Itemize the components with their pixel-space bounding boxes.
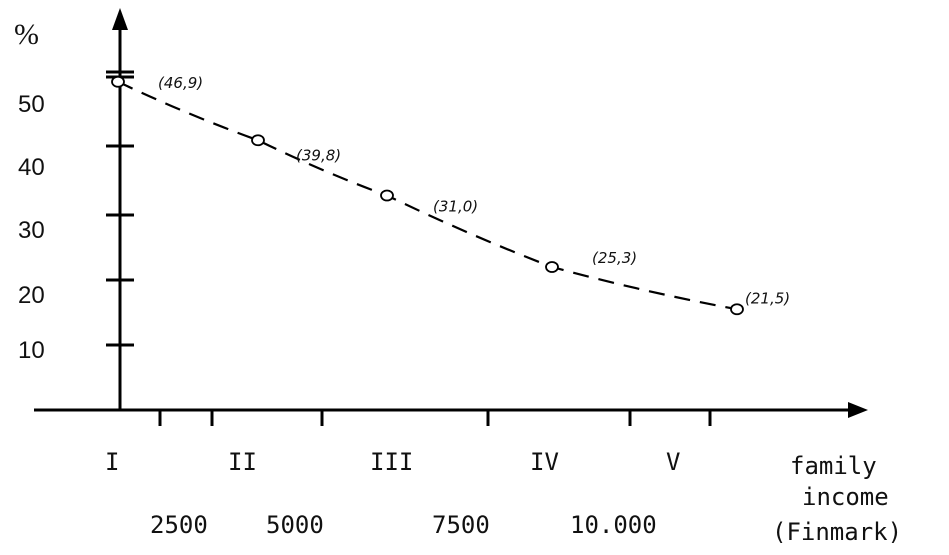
x-income-7500: 7500: [432, 511, 490, 539]
x-axis-arrow-icon: [848, 402, 868, 418]
y-axis-unit-label: %: [14, 18, 39, 51]
data-point-4: [730, 303, 744, 316]
x-category-IV: IV: [530, 448, 559, 476]
x-axis-label-line-3: (Finmark): [772, 518, 902, 546]
data-point-1: [251, 134, 265, 147]
y-tick-label-10: 10: [18, 337, 45, 364]
data-point-0: [111, 75, 125, 88]
x-category-V: V: [666, 448, 680, 476]
x-category-II: II: [228, 448, 257, 476]
tick-marks: [106, 70, 712, 426]
data-label-2: (31,0): [433, 198, 478, 216]
data-label-1: (39,8): [296, 146, 341, 164]
data-label-0: (46,9): [158, 74, 203, 92]
x-income-10000: 10.000: [570, 511, 657, 539]
y-tick-label-50: 50: [18, 91, 45, 118]
data-label-4: (21,5): [745, 289, 790, 307]
series-marks: (46,9) (39,8) (31,0) (25,3) (21,5): [111, 74, 790, 316]
x-income-2500: 2500: [150, 511, 208, 539]
x-category-III: III: [370, 448, 413, 476]
series-line-0: [117, 80, 738, 311]
y-tick-label-30: 30: [18, 217, 45, 244]
x-axis-label-line-1: family: [790, 452, 877, 480]
y-tick-label-40: 40: [18, 154, 45, 181]
data-point-3: [545, 261, 559, 273]
data-point-2: [380, 189, 394, 202]
x-income-5000: 5000: [266, 511, 324, 539]
y-tick-label-20: 20: [18, 282, 45, 309]
y-axis-arrow-icon: [112, 8, 128, 30]
x-axis-label-line-2: income: [802, 483, 889, 511]
data-label-3: (25,3): [592, 249, 637, 267]
x-category-I: I: [105, 448, 119, 476]
